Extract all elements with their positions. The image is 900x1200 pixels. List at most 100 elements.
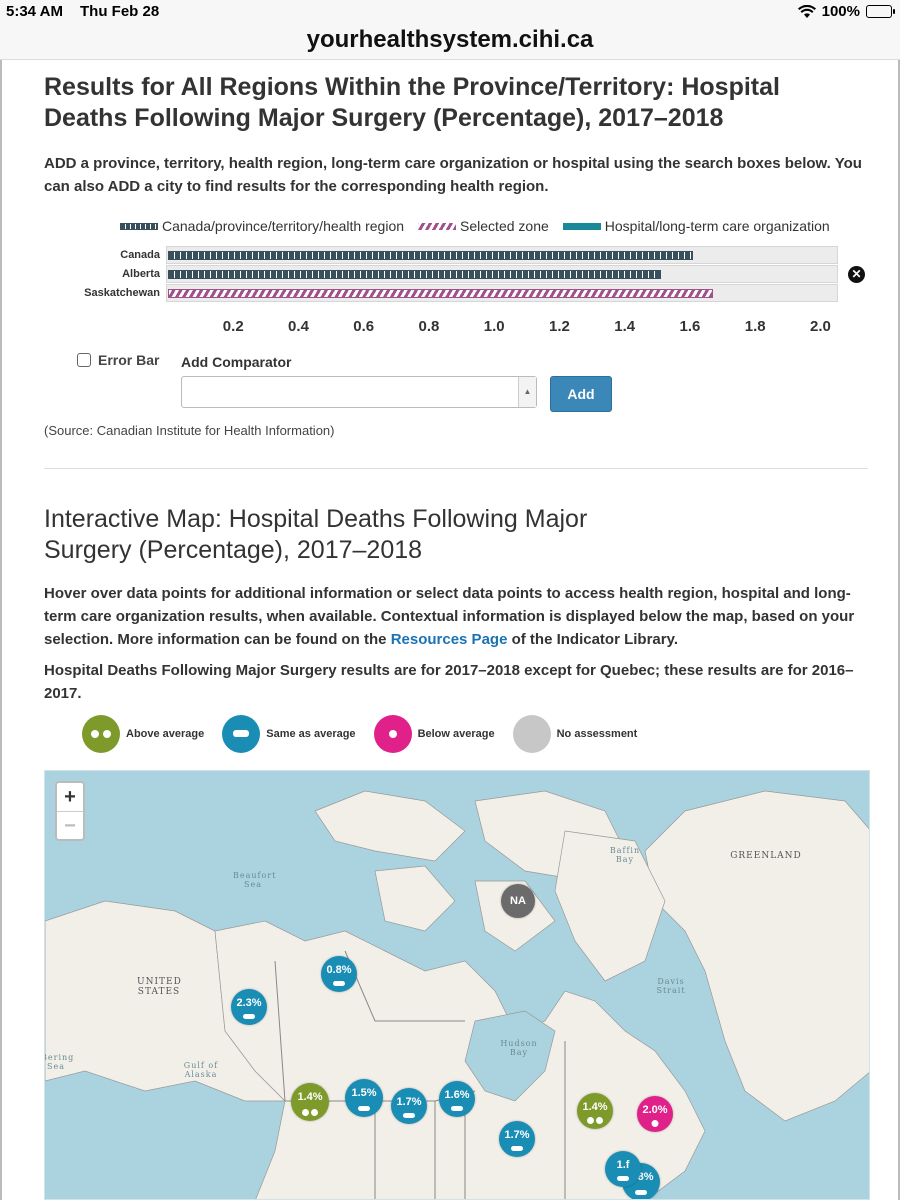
source-note: (Source: Canadian Institute for Health I…: [44, 423, 335, 438]
page-content: Results for All Regions Within the Provi…: [0, 60, 900, 1200]
legend-same: Same as average: [222, 715, 356, 753]
status-time: 5:34 AM: [6, 3, 63, 20]
legend-none: No assessment: [512, 715, 637, 753]
marker-value: 1.5%: [351, 1087, 377, 1099]
bar[interactable]: [168, 289, 713, 298]
url-bar[interactable]: yourhealthsystem.cihi.ca: [0, 24, 900, 60]
legend-item-region: Canada/province/territory/health region: [120, 218, 404, 234]
dashed-swatch-icon: [120, 222, 158, 230]
x-tick-label: 0.2: [222, 318, 244, 335]
bar-label: Saskatchewan: [84, 287, 160, 299]
x-tick-label: 0.6: [353, 318, 375, 335]
wifi-icon: [797, 4, 816, 18]
x-axis: 0.2 0.4 0.6 0.8 1.0 1.2 1.4 1.6 1.8 2.0: [2, 318, 900, 338]
legend-item-hospital: Hospital/long-term care organization: [562, 218, 830, 234]
zoom-control: + −: [55, 781, 85, 841]
comparator-select[interactable]: ▲: [181, 376, 537, 408]
status-bar: 5:34 AM Thu Feb 28 100%: [0, 0, 900, 24]
map-marker[interactable]: NA: [501, 884, 535, 918]
x-tick-label: 1.4: [614, 318, 636, 335]
map-marker[interactable]: 1.5%: [345, 1079, 383, 1117]
bar-track: [166, 246, 838, 264]
map-label-beaufort: Beaufort Sea: [233, 871, 277, 889]
map-marker[interactable]: 2.3%: [231, 989, 267, 1025]
bar-label: Canada: [120, 249, 160, 261]
same-indicator-icon: [243, 1014, 255, 1019]
x-tick-label: 1.8: [744, 318, 766, 335]
above-average-icon: [82, 715, 120, 753]
above-indicator-icon: [587, 1117, 603, 1124]
x-tick-label: 2.0: [809, 318, 831, 335]
map-label-baffin: Baffin Bay: [609, 846, 641, 864]
same-as-average-icon: [222, 715, 261, 753]
same-indicator-icon: [511, 1146, 523, 1151]
marker-value: 1.6%: [444, 1089, 470, 1101]
status-date: Thu Feb 28: [80, 3, 160, 20]
interactive-map[interactable]: + − Baffin Bay GREENLAND Beaufort Sea UN…: [44, 770, 870, 1200]
hatched-swatch-icon: [418, 222, 457, 230]
solid-swatch-icon: [562, 222, 601, 230]
marker-value: NA: [510, 895, 526, 907]
marker-value: 2.3%: [236, 997, 262, 1009]
x-tick-label: 1.6: [679, 318, 701, 335]
same-indicator-icon: [403, 1113, 415, 1118]
results-intro: ADD a province, territory, health region…: [44, 155, 862, 195]
dropdown-arrow-icon[interactable]: ▲: [518, 377, 536, 407]
map-label-davis: Davis Strait: [656, 977, 686, 995]
below-average-icon: [373, 715, 412, 753]
status-right: 100%: [797, 3, 895, 20]
add-comparator-label: Add Comparator: [181, 354, 292, 370]
map-marker[interactable]: 1.4%: [577, 1093, 613, 1129]
map-marker[interactable]: 1.7%: [391, 1088, 427, 1124]
marker-value: 1.4%: [582, 1101, 608, 1113]
map-marker[interactable]: 1.f: [605, 1151, 641, 1187]
marker-value: 1.7%: [396, 1096, 422, 1108]
resources-page-link[interactable]: Resources Page: [390, 631, 508, 648]
below-indicator-icon: [651, 1120, 659, 1127]
map-legend: Above average Same as average Below aver…: [82, 715, 655, 753]
same-indicator-icon: [451, 1106, 463, 1111]
error-bar-checkbox[interactable]: [77, 353, 91, 367]
url-text: yourhealthsystem.cihi.ca: [306, 26, 594, 53]
map-marker[interactable]: 1.4%: [291, 1083, 329, 1121]
x-tick-label: 1.0: [483, 318, 505, 335]
add-button[interactable]: Add: [550, 376, 612, 412]
bar-label: Alberta: [122, 268, 160, 280]
chart-legend: Canada/province/territory/health region …: [120, 218, 830, 234]
legend-below: Below average: [373, 715, 495, 753]
legend-above: Above average: [82, 715, 204, 753]
x-tick-label: 0.4: [288, 318, 309, 335]
map-note: Hospital Deaths Following Major Surgery …: [44, 662, 854, 702]
section-divider: [44, 468, 868, 469]
bar[interactable]: [168, 270, 661, 279]
no-assessment-icon: [512, 715, 551, 753]
marker-value: 1.f: [616, 1159, 630, 1171]
map-label-us: UNITED STATES: [137, 977, 182, 997]
above-indicator-icon: [302, 1109, 318, 1116]
same-indicator-icon: [333, 981, 345, 986]
map-instructions: Hover over data points for additional in…: [44, 585, 855, 648]
map-title: Interactive Map: Hospital Deaths Followi…: [44, 505, 588, 564]
map-label-greenland: GREENLAND: [730, 851, 802, 861]
same-indicator-icon: [617, 1176, 629, 1181]
remove-comparator-button[interactable]: ✕: [848, 266, 865, 283]
marker-value: 2.0%: [642, 1104, 668, 1116]
x-tick-label: 0.8: [418, 318, 440, 335]
marker-value: 1.4%: [297, 1091, 323, 1103]
same-indicator-icon: [635, 1190, 647, 1195]
results-title: Results for All Regions Within the Provi…: [44, 73, 780, 132]
zoom-in-button[interactable]: +: [64, 786, 76, 808]
marker-value: 0.8%: [326, 964, 352, 976]
x-tick-label: 1.2: [549, 318, 570, 335]
bar[interactable]: [168, 251, 693, 260]
map-label-alaska: Gulf of Alaska: [183, 1061, 219, 1079]
zoom-out-button[interactable]: −: [57, 811, 83, 839]
error-bar-toggle[interactable]: Error Bar: [77, 352, 159, 368]
map-marker[interactable]: 2.0%: [637, 1096, 673, 1132]
battery-percent: 100%: [821, 3, 860, 20]
map-marker[interactable]: 1.6%: [439, 1081, 475, 1117]
error-bar-label: Error Bar: [98, 352, 160, 368]
map-label-bering: Bering Sea: [44, 1053, 75, 1071]
map-marker[interactable]: 0.8%: [321, 956, 357, 992]
map-marker[interactable]: 1.7%: [499, 1121, 535, 1157]
